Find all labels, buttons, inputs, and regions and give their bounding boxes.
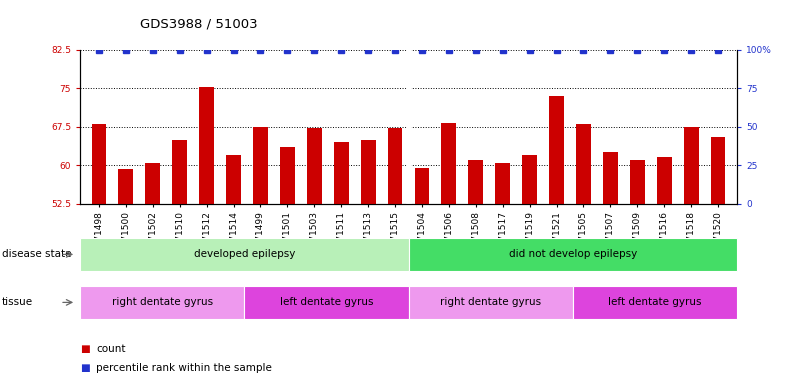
Bar — [522, 155, 537, 204]
Text: right dentate gyrus: right dentate gyrus — [440, 297, 541, 308]
Bar — [145, 162, 160, 204]
Bar — [172, 139, 187, 204]
Bar — [710, 137, 726, 204]
Bar — [307, 128, 322, 204]
Bar — [280, 147, 295, 204]
Bar — [226, 155, 241, 204]
Bar — [603, 152, 618, 204]
Text: did not develop epilepsy: did not develop epilepsy — [509, 249, 637, 260]
Bar — [415, 168, 429, 204]
Bar — [199, 87, 214, 204]
Text: left dentate gyrus: left dentate gyrus — [608, 297, 702, 308]
Text: right dentate gyrus: right dentate gyrus — [111, 297, 213, 308]
Text: count: count — [96, 344, 126, 354]
Text: tissue: tissue — [2, 297, 33, 308]
Bar — [469, 160, 483, 204]
Bar — [657, 157, 672, 204]
Text: disease state: disease state — [2, 249, 71, 260]
Bar — [119, 169, 133, 204]
Bar — [684, 127, 698, 204]
Bar — [549, 96, 564, 204]
Bar — [576, 124, 591, 204]
Bar — [360, 139, 376, 204]
Bar — [253, 127, 268, 204]
Text: ■: ■ — [80, 363, 90, 373]
Bar — [334, 142, 348, 204]
Text: GDS3988 / 51003: GDS3988 / 51003 — [140, 17, 258, 30]
Text: left dentate gyrus: left dentate gyrus — [280, 297, 373, 308]
Bar — [91, 124, 107, 204]
Text: ■: ■ — [80, 344, 90, 354]
Bar — [630, 160, 645, 204]
Text: developed epilepsy: developed epilepsy — [194, 249, 295, 260]
Bar — [441, 122, 457, 204]
Bar — [495, 162, 510, 204]
Text: percentile rank within the sample: percentile rank within the sample — [96, 363, 272, 373]
Bar — [388, 128, 402, 204]
